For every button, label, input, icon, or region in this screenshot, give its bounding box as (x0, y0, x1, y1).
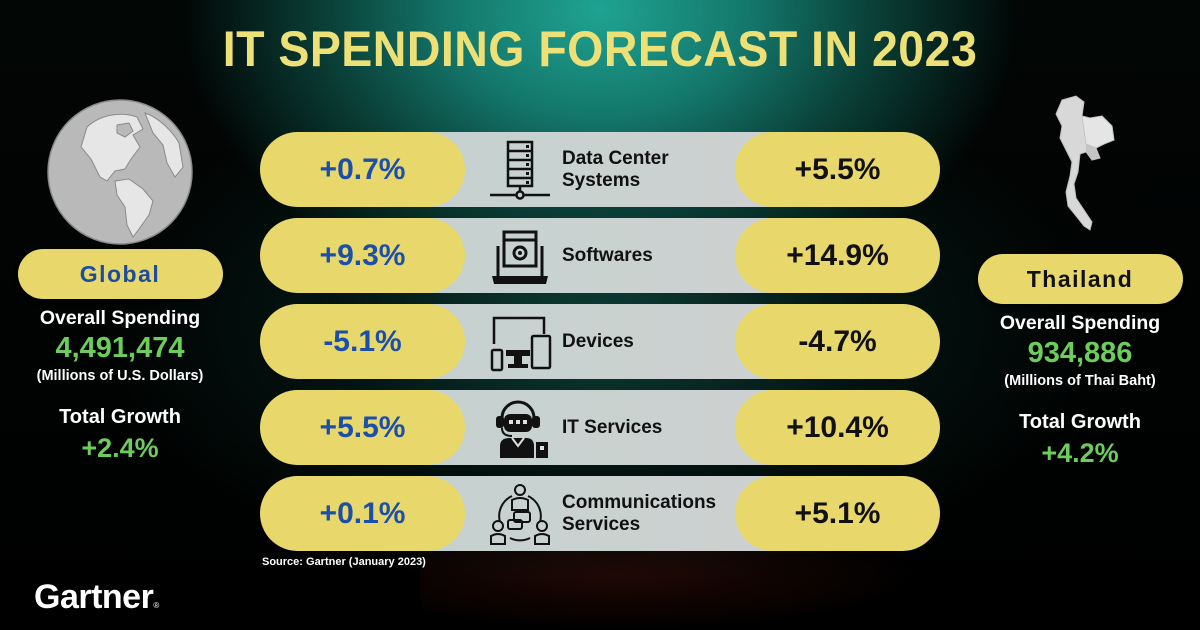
global-total-growth-value: +2.4% (81, 433, 159, 463)
category-label: Data Center Systems (562, 148, 669, 192)
category-cell: Softwares (488, 218, 738, 293)
global-region-badge: Global (17, 249, 223, 299)
global-growth-badge: +9.3% (260, 218, 465, 293)
thailand-map-icon (1055, 95, 1115, 231)
server-icon (490, 140, 550, 200)
category-label-line1: Data Center (562, 147, 669, 169)
category-label-line1: Devices (562, 330, 634, 352)
category-row-devices: -5.1% Devices -4.7% (260, 304, 940, 380)
category-label: Communications Services (562, 492, 716, 536)
category-cell: IT Services (488, 390, 738, 465)
category-label-line2: Systems (562, 169, 641, 191)
category-label-line1: IT Services (562, 416, 663, 438)
thailand-overall-spending-value: 934,886 (1027, 337, 1133, 369)
category-row-communications-services: +0.1% Communications Services +5.1% (260, 476, 940, 552)
category-label-line2: Services (562, 513, 641, 535)
global-panel: Global Overall Spending 4,491,474 (Milli… (0, 92, 240, 464)
global-growth-badge: +0.1% (260, 476, 465, 551)
global-spending-unit: (Millions of U.S. Dollars) (36, 368, 204, 384)
thailand-growth-badge: +5.5% (735, 132, 940, 207)
global-growth-badge: -5.1% (260, 304, 465, 379)
global-growth-badge: +5.5% (260, 390, 465, 465)
laptop-software-icon (492, 230, 548, 284)
thailand-total-growth-value: +4.2% (1041, 438, 1119, 468)
globe-icon (47, 99, 193, 245)
thailand-growth-badge: +5.1% (735, 476, 940, 551)
category-label-line1: Communications (562, 491, 717, 513)
global-total-growth-label: Total Growth (59, 406, 181, 428)
category-label: IT Services (562, 417, 662, 439)
category-row-softwares: +9.3% Softwares +14.9% (260, 218, 940, 294)
category-label: Softwares (562, 245, 653, 267)
page-title: IT SPENDING FORECAST IN 2023 (222, 21, 978, 77)
logo-text: Gartner (34, 578, 154, 616)
thailand-spending-unit: (Millions of Thai Baht) (1004, 373, 1156, 389)
thailand-growth-badge: +14.9% (735, 218, 940, 293)
thailand-total-growth-label: Total Growth (1019, 411, 1141, 433)
devices-icon (490, 316, 552, 371)
category-label: Devices (562, 331, 634, 353)
global-growth-badge: +0.7% (260, 132, 465, 207)
category-cell: Data Center Systems (488, 132, 738, 207)
thailand-overall-spending-label: Overall Spending (999, 312, 1161, 334)
global-overall-spending-value: 4,491,474 (55, 332, 185, 364)
support-agent-icon (496, 400, 548, 458)
global-overall-spending-label: Overall Spending (39, 307, 201, 329)
category-row-data-center-systems: +0.7% Data Center Systems +5.5% (260, 132, 940, 208)
thailand-panel: Thailand Overall Spending 934,886 (Milli… (960, 92, 1200, 469)
category-cell: Communications Services (488, 476, 738, 551)
thailand-growth-badge: +10.4% (735, 390, 940, 465)
registered-mark: ® (153, 601, 159, 610)
thailand-region-badge: Thailand (977, 254, 1183, 304)
gartner-logo: Gartner® (34, 578, 159, 617)
thailand-growth-badge: -4.7% (735, 304, 940, 379)
communication-network-icon (490, 483, 550, 545)
category-cell: Devices (488, 304, 738, 379)
category-row-it-services: +5.5% IT Services +10.4% (260, 390, 940, 466)
category-table: +0.7% Data Center Systems +5.5% + (260, 132, 940, 562)
category-label-line1: Softwares (562, 244, 653, 266)
source-note: Source: Gartner (January 2023) (262, 556, 426, 568)
